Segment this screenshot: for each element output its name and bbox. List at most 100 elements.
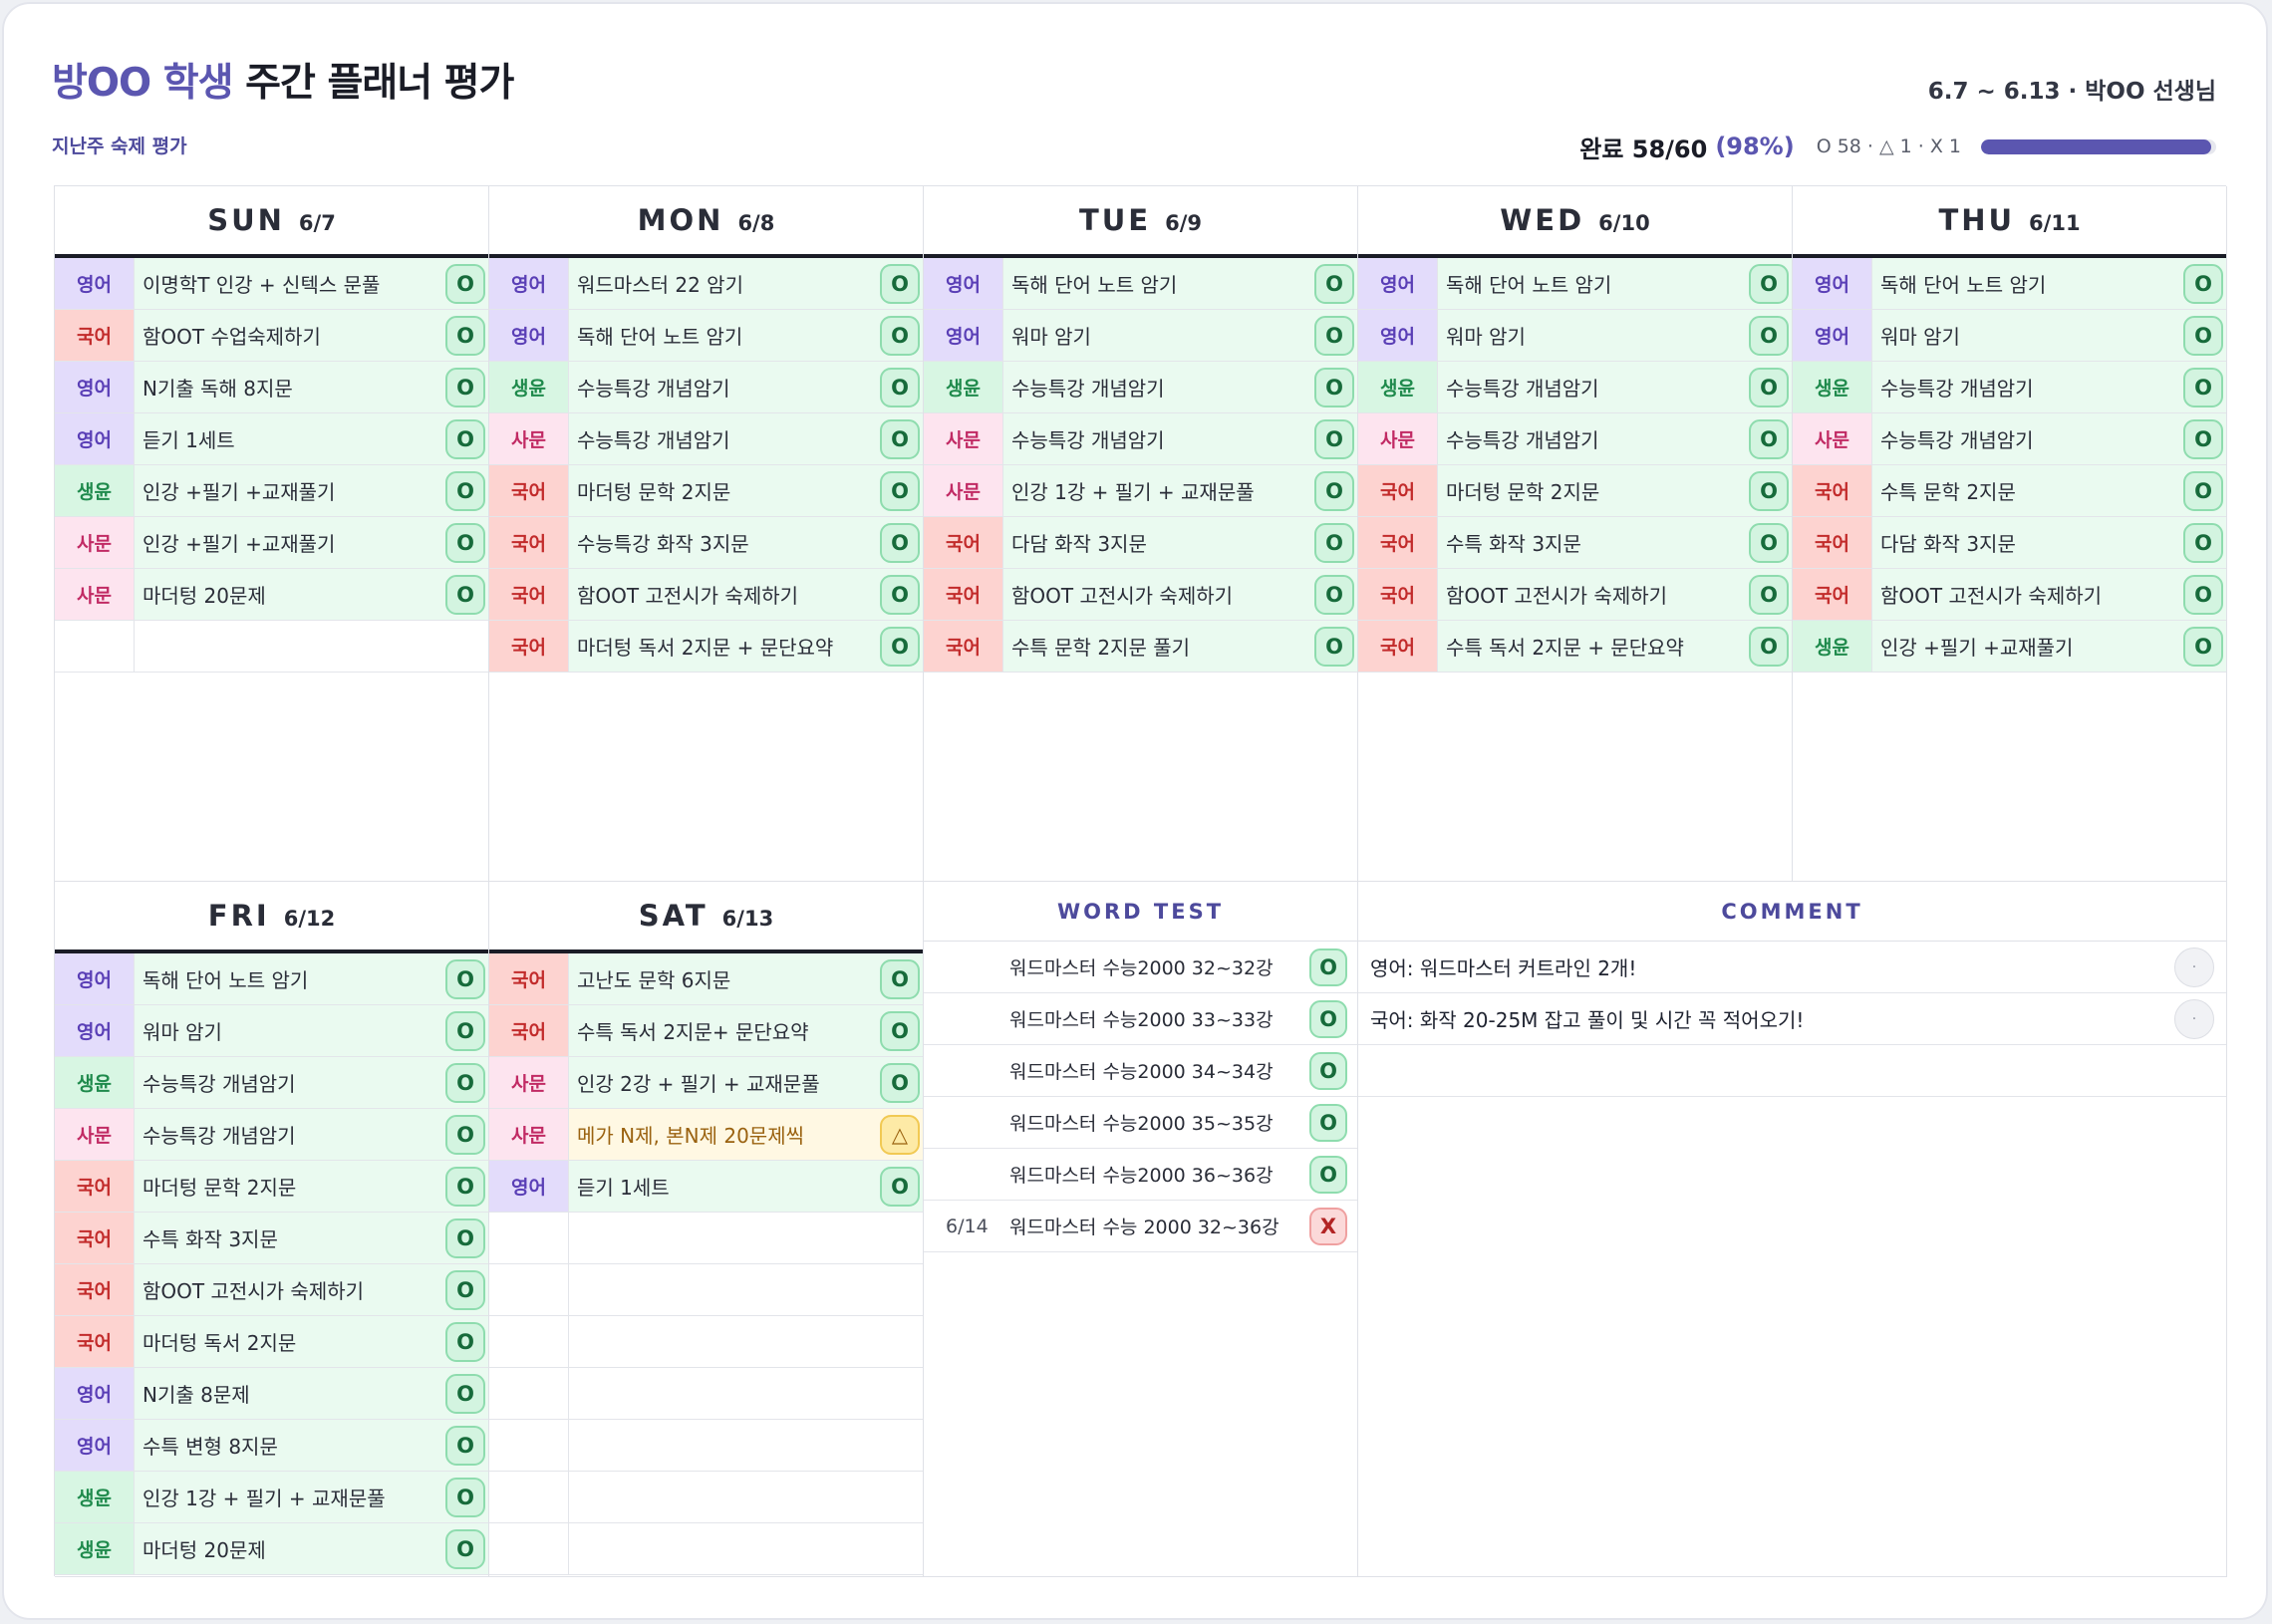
mark-badge[interactable]: X — [1309, 1207, 1347, 1245]
mark-badge[interactable]: O — [1314, 315, 1354, 356]
empty-row — [489, 1264, 923, 1316]
mark-badge[interactable]: O — [445, 574, 485, 615]
mark-badge[interactable]: O — [1314, 626, 1354, 667]
mark-badge[interactable]: O — [880, 263, 920, 304]
mark-badge[interactable]: △ — [880, 1114, 920, 1155]
mark-badge[interactable]: O — [445, 1114, 485, 1155]
mark-badge[interactable]: O — [445, 367, 485, 407]
mark-badge[interactable]: O — [1314, 263, 1354, 304]
mark-badge[interactable]: O — [2183, 522, 2223, 563]
mark-badge[interactable]: O — [880, 367, 920, 407]
mark-badge[interactable]: O — [2183, 418, 2223, 459]
mark-badge[interactable]: O — [2183, 574, 2223, 615]
mark-badge[interactable]: O — [1749, 470, 1789, 511]
mark-badge[interactable]: O — [1749, 263, 1789, 304]
mark-badge[interactable]: O — [445, 522, 485, 563]
subject-tag: 국어 — [55, 310, 135, 361]
task-row: 사문 수능특강 개념암기 O — [55, 1109, 488, 1161]
task-text: 수특 독서 2지문 + 문단요약 — [1438, 621, 1746, 672]
task-text: 인강 +필기 +교재풀기 — [135, 517, 442, 568]
mark-badge[interactable]: O — [1749, 315, 1789, 356]
mark-badge[interactable]: O — [2183, 367, 2223, 407]
mark-badge[interactable]: O — [1749, 574, 1789, 615]
mark-cell: O — [877, 413, 923, 464]
mark-badge[interactable]: O — [1309, 1155, 1347, 1194]
task-row: 국어 함OOT 수업숙제하기 O — [55, 310, 488, 362]
task-text: 마더텅 독서 2지문 + 문단요약 — [569, 621, 877, 672]
mark-cell: O — [877, 1161, 923, 1212]
word-test-panel: WORD TEST 워드마스터 수능2000 32~32강 O 워드마스터 수능200… — [924, 882, 1358, 1577]
mark-badge[interactable]: O — [1309, 1103, 1347, 1142]
more-dot-icon[interactable]: · — [2174, 947, 2214, 987]
mark-badge[interactable]: O — [2183, 315, 2223, 356]
mark-badge[interactable]: O — [880, 522, 920, 563]
mark-badge[interactable]: O — [445, 1373, 485, 1414]
mark-badge[interactable]: O — [445, 263, 485, 304]
mark-badge[interactable]: O — [445, 1528, 485, 1569]
mark-badge[interactable]: O — [1309, 947, 1347, 986]
mark-cell: O — [1746, 258, 1792, 309]
day-name: TUE — [1078, 203, 1152, 237]
mark-badge[interactable]: O — [445, 1321, 485, 1362]
subject-tag: 생윤 — [924, 362, 1003, 412]
subject-tag: 국어 — [1793, 569, 1872, 620]
mark-badge[interactable]: O — [445, 1269, 485, 1310]
mark-badge[interactable]: O — [1314, 522, 1354, 563]
mark-badge[interactable]: O — [445, 418, 485, 459]
mark-badge[interactable]: O — [445, 958, 485, 999]
mark-badge[interactable]: O — [880, 958, 920, 999]
mark-cell: X — [1305, 1207, 1351, 1245]
subject-tag — [489, 1472, 569, 1522]
mark-badge[interactable]: O — [1749, 626, 1789, 667]
period-teacher: 6.7 ~ 6.13 · 박OO 선생님 — [1927, 79, 2216, 105]
mark-cell: O — [877, 310, 923, 361]
mark-badge[interactable]: O — [445, 1218, 485, 1258]
task-text: 함OOT 고전시가 숙제하기 — [569, 569, 877, 620]
mark-badge[interactable]: O — [1309, 1051, 1347, 1090]
day-column-wed: WED 6/10 영어 독해 단어 노트 암기 O 영어 워마 암기 O 생윤 수능특강 개념암기… — [1358, 186, 1793, 882]
subject-tag: 사문 — [55, 517, 135, 568]
mark-badge[interactable]: O — [445, 1166, 485, 1207]
mark-badge[interactable]: O — [880, 1062, 920, 1103]
mark-badge[interactable]: O — [1314, 470, 1354, 511]
mark-cell — [877, 1264, 923, 1315]
mark-badge[interactable]: O — [1314, 418, 1354, 459]
day-date: 6/11 — [2029, 210, 2081, 235]
task-text: 워마 암기 — [135, 1005, 442, 1056]
subject-tag — [489, 1213, 569, 1263]
mark-badge[interactable]: O — [1309, 999, 1347, 1038]
mark-badge[interactable]: O — [880, 1166, 920, 1207]
mark-badge[interactable]: O — [445, 1062, 485, 1103]
mark-badge[interactable]: O — [880, 418, 920, 459]
subject-tag: 영어 — [55, 413, 135, 464]
mark-badge[interactable]: O — [445, 470, 485, 511]
mark-badge[interactable]: O — [1314, 367, 1354, 407]
mark-badge[interactable]: O — [1749, 367, 1789, 407]
mark-badge[interactable]: O — [1749, 522, 1789, 563]
mark-badge[interactable]: O — [880, 470, 920, 511]
mark-cell — [877, 1523, 923, 1574]
mark-badge[interactable]: O — [880, 574, 920, 615]
mark-badge[interactable]: O — [445, 315, 485, 356]
task-row: 사문 인강 2강 + 필기 + 교재문풀 O — [489, 1057, 923, 1109]
subject-tag: 영어 — [1358, 310, 1438, 361]
mark-badge[interactable]: O — [880, 315, 920, 356]
day-header: FRI 6/12 — [55, 882, 488, 953]
mark-badge[interactable]: O — [445, 1010, 485, 1051]
word-test-row: 워드마스터 수능2000 34~34강 O — [924, 1045, 1357, 1097]
task-row: 영어 독해 단어 노트 암기 O — [55, 953, 488, 1005]
mark-badge[interactable]: O — [445, 1477, 485, 1517]
mark-badge[interactable]: O — [445, 1425, 485, 1466]
mark-badge[interactable]: O — [880, 626, 920, 667]
mark-cell: O — [1746, 413, 1792, 464]
mark-badge[interactable]: O — [2183, 263, 2223, 304]
mark-badge[interactable]: O — [1749, 418, 1789, 459]
mark-badge[interactable]: O — [880, 1010, 920, 1051]
subject-tag: 국어 — [55, 1161, 135, 1212]
mark-badge[interactable]: O — [2183, 626, 2223, 667]
mark-badge[interactable]: O — [2183, 470, 2223, 511]
more-dot-icon[interactable]: · — [2174, 998, 2214, 1039]
task-row: 국어 마더텅 문학 2지문 O — [1358, 465, 1792, 517]
page-title: 방OO 학생 주간 플래너 평가 — [52, 52, 514, 108]
mark-badge[interactable]: O — [1314, 574, 1354, 615]
